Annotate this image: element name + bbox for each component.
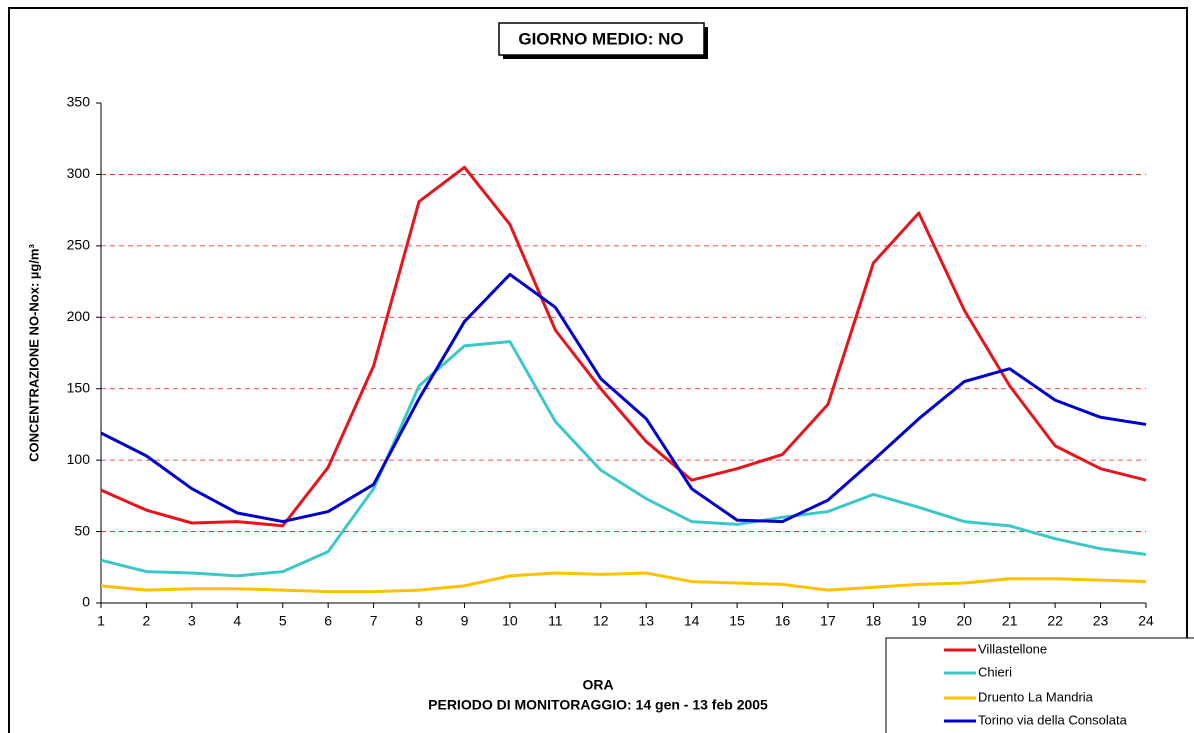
legend-box — [885, 637, 1194, 733]
x-tick-label: 23 — [1093, 613, 1109, 629]
x-tick-label: 11 — [548, 613, 563, 629]
x-tick-label: 16 — [775, 613, 791, 629]
x-tick-label: 21 — [1002, 613, 1018, 629]
x-tick-label: 8 — [415, 613, 423, 629]
series-line — [100, 165, 1147, 528]
x-tick-label: 1 — [97, 613, 105, 629]
chart-title: GIORNO MEDIO: NO — [518, 29, 683, 48]
x-tick-label: 24 — [1138, 613, 1154, 629]
x-tick-label: 4 — [233, 613, 241, 629]
legend-label: Torino via della Consolata — [978, 712, 1128, 727]
y-tick-label: 100 — [67, 451, 91, 467]
legend-label: Villastellone — [978, 641, 1047, 656]
y-tick-label: 50 — [74, 522, 90, 538]
x-tick-label: 3 — [188, 613, 196, 629]
x-tick-label: 12 — [593, 613, 609, 629]
x-tick-label: 15 — [729, 613, 745, 629]
y-tick-label: 200 — [67, 308, 91, 324]
series-line — [100, 571, 1147, 594]
x-tick-label: 18 — [866, 613, 882, 629]
x-tick-label: 6 — [324, 613, 332, 629]
x-tick-label: 17 — [820, 613, 836, 629]
x-axis-title: ORA — [582, 677, 613, 693]
y-axis-title: CONCENTRAZIONE NO-Nox: µg/m³ — [26, 244, 41, 462]
x-tick-label: 2 — [143, 613, 151, 629]
x-tick-label: 7 — [370, 613, 378, 629]
y-tick-label: 350 — [67, 94, 91, 110]
x-tick-label: 9 — [461, 613, 469, 629]
y-tick-label: 300 — [67, 165, 91, 181]
x-tick-label: 14 — [684, 613, 700, 629]
y-tick-label: 0 — [82, 594, 90, 610]
subtitle: PERIODO DI MONITORAGGIO: 14 gen - 13 feb… — [428, 697, 768, 713]
x-tick-label: 20 — [956, 613, 972, 629]
x-tick-label: 13 — [638, 613, 654, 629]
y-tick-label: 150 — [67, 379, 91, 395]
legend-label: Druento La Mandria — [978, 689, 1094, 704]
chart-frame — [8, 7, 1188, 733]
x-tick-label: 19 — [911, 613, 927, 629]
x-tick-label: 5 — [279, 613, 287, 629]
y-tick-label: 250 — [67, 237, 91, 253]
legend-label: Chieri — [978, 664, 1012, 679]
series-line — [100, 340, 1147, 578]
x-tick-label: 10 — [502, 613, 518, 629]
title-box — [498, 22, 705, 56]
series-line — [100, 272, 1147, 524]
x-tick-label: 22 — [1047, 613, 1063, 629]
